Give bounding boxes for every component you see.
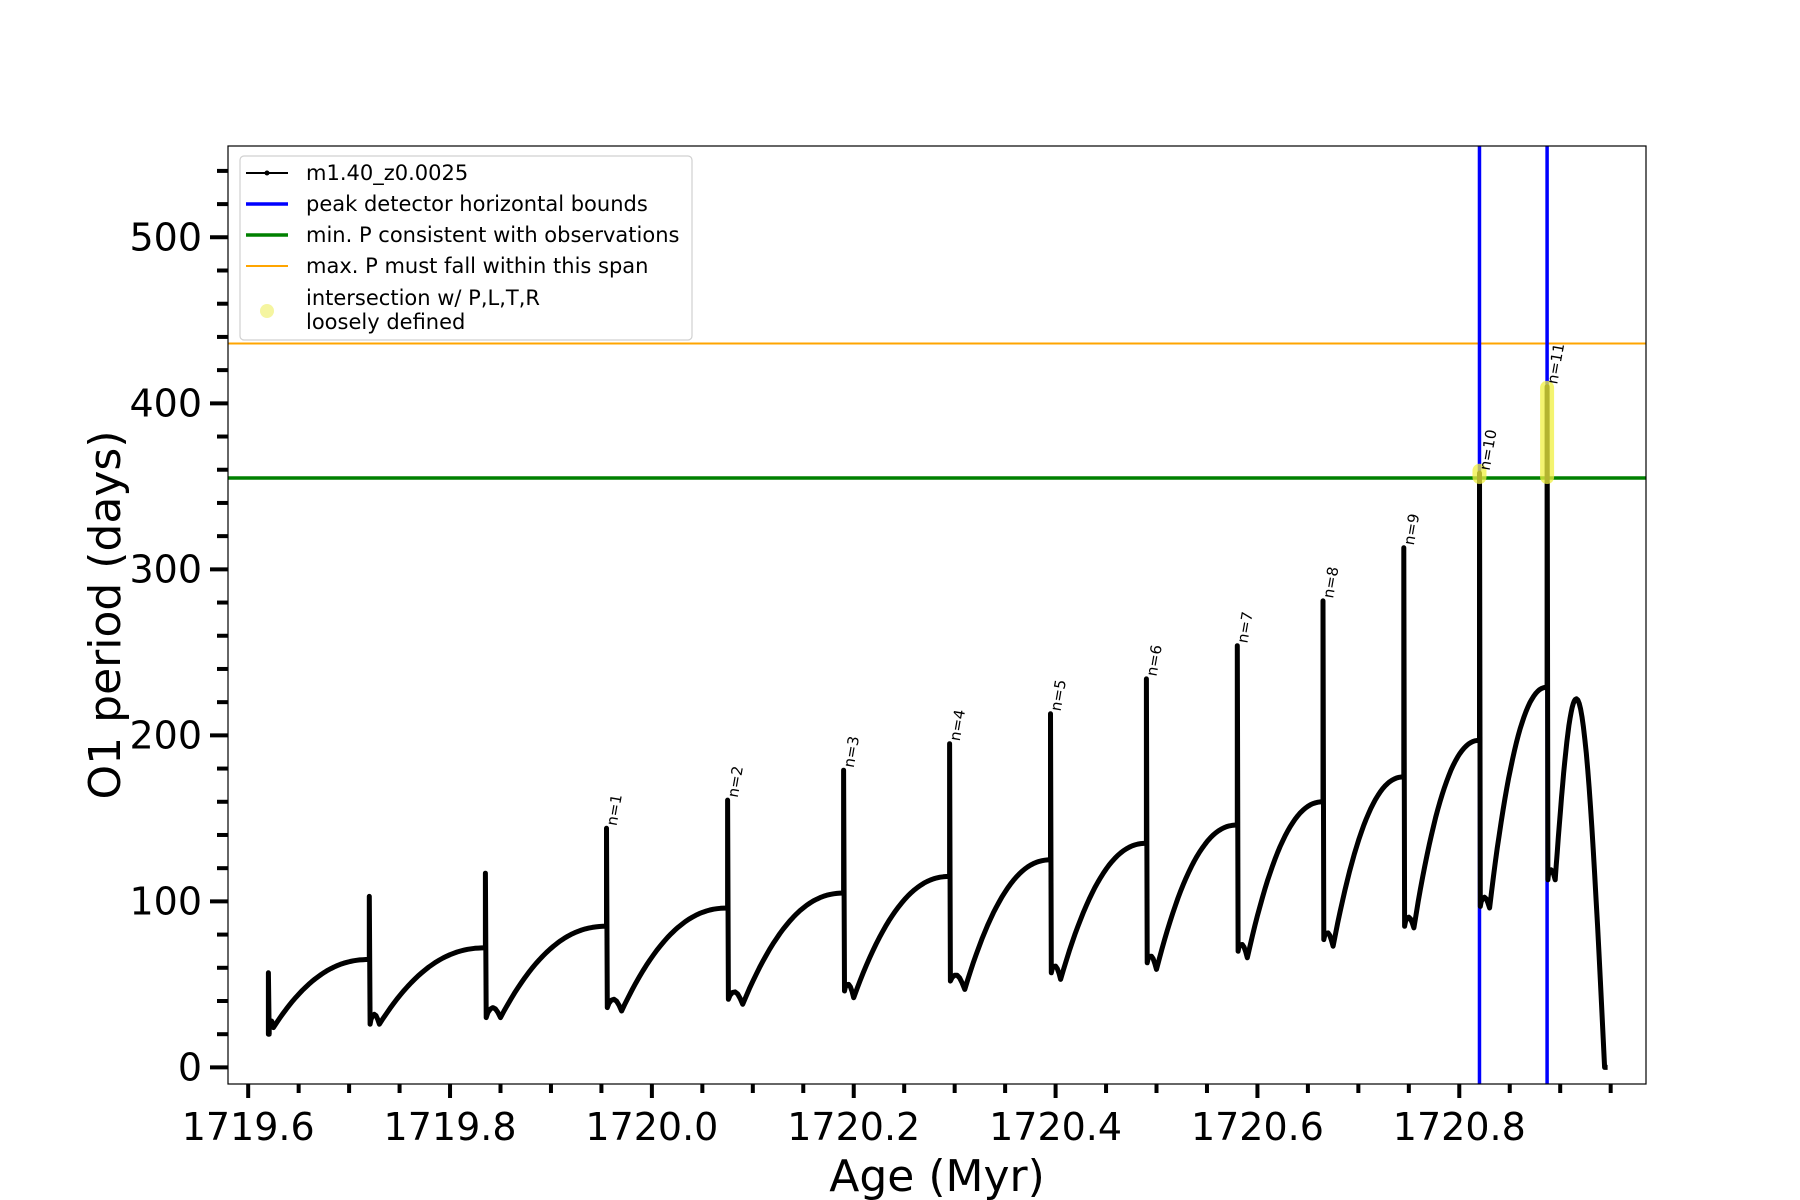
x-tick-label: 1719.8 [384,1105,517,1149]
peak-label: n=8 [1319,565,1342,599]
y-tick-label: 300 [129,547,202,591]
y-tick-label: 200 [129,713,202,757]
y-tick-label: 100 [129,879,202,923]
peak-label: n=4 [946,708,969,742]
y-axis-label: O1 period (days) [80,431,131,800]
peak-label: n=5 [1047,678,1070,712]
peak-label: n=9 [1400,512,1423,546]
legend-label: intersection w/ P,L,T,R [306,286,540,310]
legend-label-line2: loosely defined [306,310,465,334]
peak-label: n=7 [1233,610,1256,644]
legend-label: peak detector horizontal bounds [306,192,648,216]
plot-frame [227,145,1647,1085]
x-tick-label: 1720.4 [989,1105,1122,1149]
legend-box [239,155,693,341]
x-tick-label: 1720.2 [787,1105,920,1149]
x-axis-label: Age (Myr) [829,1151,1045,1200]
x-tick-label: 1720.6 [1191,1105,1324,1149]
axes-layer: 1719.6 1719.8 1720.0 1720.2 1720.4 1720.6 1720… [129,145,1647,1149]
intersection-marker-0 [1472,463,1487,485]
series-line [265,384,1608,1070]
annotation-layer: n=1n=2n=3n=4n=5n=6n=7n=8n=9n=10n=11 [603,342,1568,827]
peak-label: n=2 [724,765,747,799]
y-tick-label: 500 [129,215,202,259]
x-tick-label: 1719.6 [182,1105,315,1149]
peak-label: n=3 [840,735,863,769]
legend-label: min. P consistent with observations [306,223,679,247]
intersection-marker-1 [1540,380,1555,485]
peak-label: n=6 [1143,643,1166,677]
series-layer [265,384,1608,1070]
legend-label: max. P must fall within this span [306,254,648,278]
legend-swatch [260,304,274,318]
x-tick-label: 1720.0 [585,1105,718,1149]
x-tick-label: 1720.8 [1393,1105,1526,1149]
legend-label: m1.40_z0.0025 [306,161,468,186]
y-tick-label: 0 [178,1045,202,1089]
peak-label: n=1 [603,793,626,827]
legend-swatch-marker [264,170,270,176]
y-tick-label: 400 [129,381,202,425]
